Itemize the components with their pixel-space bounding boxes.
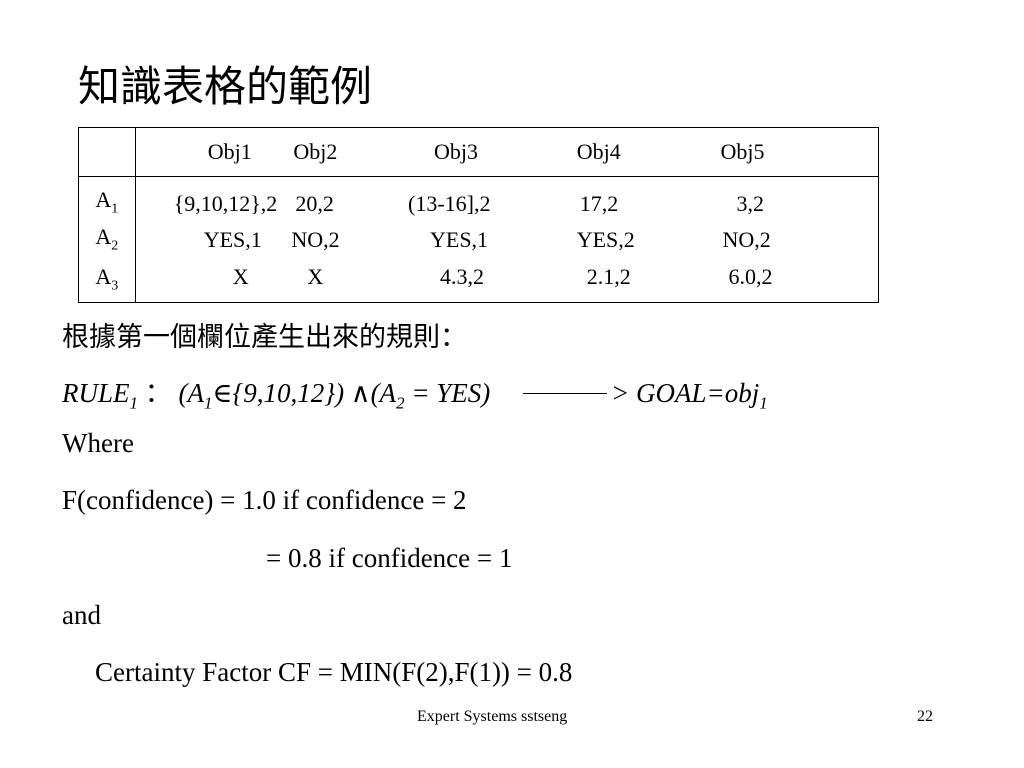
- header-cell: Obj4: [522, 127, 659, 177]
- header-cell: Obj2: [277, 127, 373, 177]
- header-cell: Obj3: [373, 127, 523, 177]
- table-cell: {9,10,12},2: [173, 191, 278, 216]
- attribute-label: A1: [78, 176, 136, 219]
- page-number: 22: [917, 708, 933, 725]
- table-row: A3 X X 4.3,2 2.1,2 6.0,2: [78, 260, 879, 303]
- table-cell: 17,2: [579, 191, 619, 216]
- table-row: A2 YES,1 NO,2 YES,1 YES,2 NO,2: [78, 219, 879, 260]
- rule-eq: = YES): [404, 378, 491, 408]
- and-label: and: [62, 600, 101, 630]
- a2-sub: 2: [396, 393, 405, 413]
- table-cell: NO,2: [291, 226, 340, 252]
- rule-name: RULE: [62, 378, 130, 408]
- table-cell: NO,2: [722, 226, 771, 252]
- footer-text: Expert Systems sstseng: [417, 708, 568, 725]
- rules-intro: 根據第一個欄位產生出來的規則：: [62, 322, 467, 352]
- certainty-factor-line: Certainty Factor CF = MIN(F(2),F(1)) = 0…: [95, 657, 573, 687]
- slide-title: 知識表格的範例: [78, 65, 373, 111]
- attribute-label: A2: [78, 219, 136, 260]
- table-cell: YES,2: [576, 226, 635, 252]
- header-cell: Obj5: [658, 127, 879, 177]
- table-header-row: Obj1 Obj2 Obj3 Obj4 Obj5: [78, 127, 879, 177]
- table-cell: X: [232, 264, 249, 289]
- implies-arrow: [523, 393, 608, 402]
- table-cell: YES,1: [430, 226, 489, 252]
- table-cell: 4.3,2: [440, 264, 484, 289]
- rule-open: (A: [178, 378, 204, 408]
- table-cell: (13-16],2: [408, 191, 491, 216]
- table-cell: 3,2: [736, 191, 764, 216]
- table-cell: YES,1: [203, 226, 262, 252]
- table-cell: X: [307, 264, 324, 289]
- rule-set: ∈{9,10,12}) ∧(A: [212, 378, 397, 408]
- rule-name-sub: 1: [129, 393, 139, 413]
- table-cell: 20,2: [295, 191, 334, 216]
- knowledge-table: Obj1 Obj2 Obj3 Obj4 Obj5 A1 {9,10,12},2 …: [78, 127, 879, 303]
- confidence-line-1: F(confidence) = 1.0 if confidence = 2: [62, 485, 467, 515]
- header-cell: Obj1: [135, 127, 278, 177]
- rule-consequent: > GOAL=obj: [611, 378, 760, 408]
- rule-formula: RULE1 ： (A1∈{9,10,12}) ∧(A2 = YES) > GOA…: [62, 371, 768, 413]
- rule-separator: ：: [144, 378, 172, 408]
- confidence-line-2: = 0.8 if confidence = 1: [266, 543, 513, 573]
- attribute-label: A3: [78, 260, 136, 303]
- table-cell: 2.1,2: [586, 264, 631, 289]
- corner-cell: [78, 127, 136, 177]
- where-label: Where: [62, 428, 134, 458]
- table-row: A1 {9,10,12},2 20,2 (13-16],2 17,2 3,2: [78, 176, 879, 219]
- a1-sub: 1: [203, 393, 213, 413]
- obj-sub: 1: [759, 393, 768, 413]
- table-cell: 6.0,2: [728, 264, 773, 289]
